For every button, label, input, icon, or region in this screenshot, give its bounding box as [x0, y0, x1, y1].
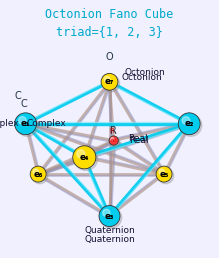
- Text: e₁: e₁: [21, 119, 30, 128]
- Circle shape: [99, 206, 120, 227]
- Text: Octonion Fano Cube: Octonion Fano Cube: [45, 8, 174, 21]
- Circle shape: [15, 113, 37, 135]
- Circle shape: [77, 150, 85, 158]
- Circle shape: [33, 169, 39, 174]
- Text: Octonion: Octonion: [124, 68, 165, 77]
- Circle shape: [16, 115, 38, 136]
- Text: e₂: e₂: [185, 119, 193, 128]
- Text: e₆: e₆: [34, 170, 42, 179]
- Circle shape: [158, 168, 174, 184]
- Text: e₅: e₅: [159, 170, 169, 179]
- Text: e₄: e₄: [79, 153, 89, 162]
- Text: R: R: [109, 128, 114, 134]
- Circle shape: [156, 166, 172, 182]
- Circle shape: [178, 113, 200, 135]
- Circle shape: [73, 146, 96, 169]
- Text: Quaternion: Quaternion: [84, 235, 135, 244]
- Circle shape: [18, 117, 26, 124]
- Text: e₇: e₇: [106, 77, 113, 86]
- Circle shape: [101, 73, 118, 90]
- Text: Complex: Complex: [27, 119, 66, 128]
- Circle shape: [103, 209, 110, 216]
- Circle shape: [101, 207, 122, 228]
- Text: Real: Real: [128, 134, 148, 143]
- Text: e₃: e₃: [106, 212, 113, 221]
- Text: C: C: [15, 91, 22, 101]
- Text: R: R: [110, 126, 117, 136]
- Text: O: O: [106, 52, 113, 62]
- Text: C: C: [20, 99, 27, 109]
- Text: Complex: Complex: [0, 119, 20, 128]
- Text: e₀: e₀: [111, 138, 117, 143]
- Text: Quaternion: Quaternion: [84, 226, 135, 235]
- Text: e₅: e₅: [160, 170, 168, 179]
- Circle shape: [109, 136, 118, 145]
- Circle shape: [74, 148, 97, 171]
- Circle shape: [111, 138, 114, 141]
- Text: Octonion: Octonion: [121, 73, 162, 82]
- Circle shape: [182, 117, 190, 124]
- Circle shape: [111, 138, 120, 147]
- Text: Real: Real: [129, 136, 149, 145]
- Circle shape: [32, 168, 48, 184]
- Text: e₃: e₃: [105, 212, 114, 221]
- Circle shape: [30, 166, 46, 182]
- Circle shape: [104, 76, 110, 82]
- Circle shape: [159, 169, 164, 174]
- Text: triad={1, 2, 3}: triad={1, 2, 3}: [56, 26, 163, 39]
- Text: e₆: e₆: [34, 170, 43, 179]
- Circle shape: [180, 115, 202, 136]
- Circle shape: [103, 75, 120, 92]
- Text: e₄: e₄: [81, 153, 88, 162]
- Text: e₇: e₇: [105, 77, 114, 86]
- Text: e₂: e₂: [184, 119, 194, 128]
- Text: e₁: e₁: [22, 119, 29, 128]
